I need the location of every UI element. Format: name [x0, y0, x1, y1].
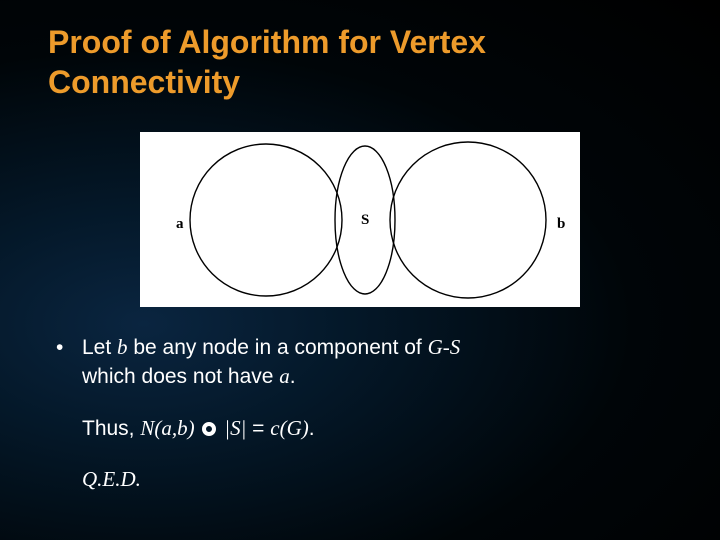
venn-diagram: a S b	[140, 132, 580, 307]
var-nab: N(a,b)	[140, 416, 194, 440]
txt: which does not have	[82, 365, 279, 388]
txt: Thus,	[82, 417, 140, 440]
venn-svg: a S b	[140, 132, 580, 307]
bullet-text: Let b be any node in a component of G-S …	[82, 333, 664, 392]
var-s: |S|	[224, 416, 246, 440]
body-text: • Let b be any node in a component of G-…	[0, 307, 720, 495]
var-gs: G-S	[428, 335, 461, 359]
label-s: S	[361, 212, 369, 228]
txt	[195, 417, 201, 440]
var-cg: c(G)	[270, 416, 308, 440]
var-a: a	[279, 364, 290, 388]
label-a: a	[176, 216, 184, 232]
txt: .	[290, 365, 296, 388]
bullet-item: • Let b be any node in a component of G-…	[56, 333, 664, 392]
qed: Q.E.D.	[56, 465, 664, 494]
thus-line: Thus, N(a,b) |S| = c(G).	[56, 414, 664, 443]
leq-icon	[202, 422, 216, 436]
var-b: b	[117, 335, 128, 359]
txt: =	[246, 417, 270, 440]
label-b: b	[557, 216, 565, 232]
bullet-mark: •	[56, 333, 82, 392]
txt: Let	[82, 336, 117, 359]
txt: be any node in a component of	[128, 336, 428, 359]
txt: .	[309, 417, 315, 440]
circle-a	[190, 144, 342, 296]
slide-title: Proof of Algorithm for Vertex Connectivi…	[0, 0, 720, 110]
circle-b	[390, 142, 546, 298]
